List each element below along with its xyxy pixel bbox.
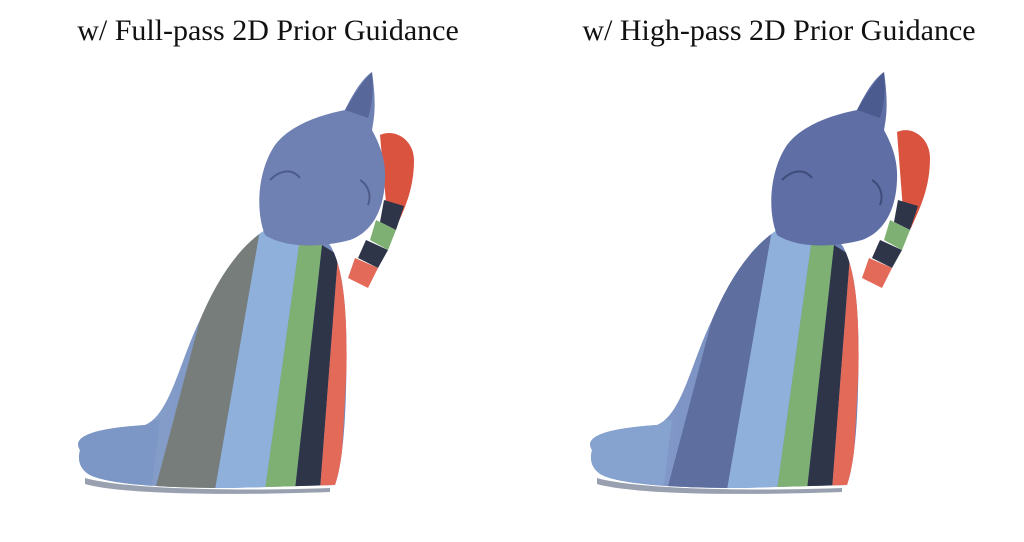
panel-caption: w/ High-pass 2D Prior Guidance (582, 14, 976, 47)
panel-high-pass: w/ High-pass 2D Prior Guidance (512, 0, 1024, 542)
panel-full-pass: w/ Full-pass 2D Prior Guidance (77, 14, 459, 494)
panel-caption: w/ Full-pass 2D Prior Guidance (77, 14, 459, 47)
cat-sculpture-render-full-pass (78, 72, 414, 494)
cat-sculpture-render-high-pass (590, 72, 930, 494)
